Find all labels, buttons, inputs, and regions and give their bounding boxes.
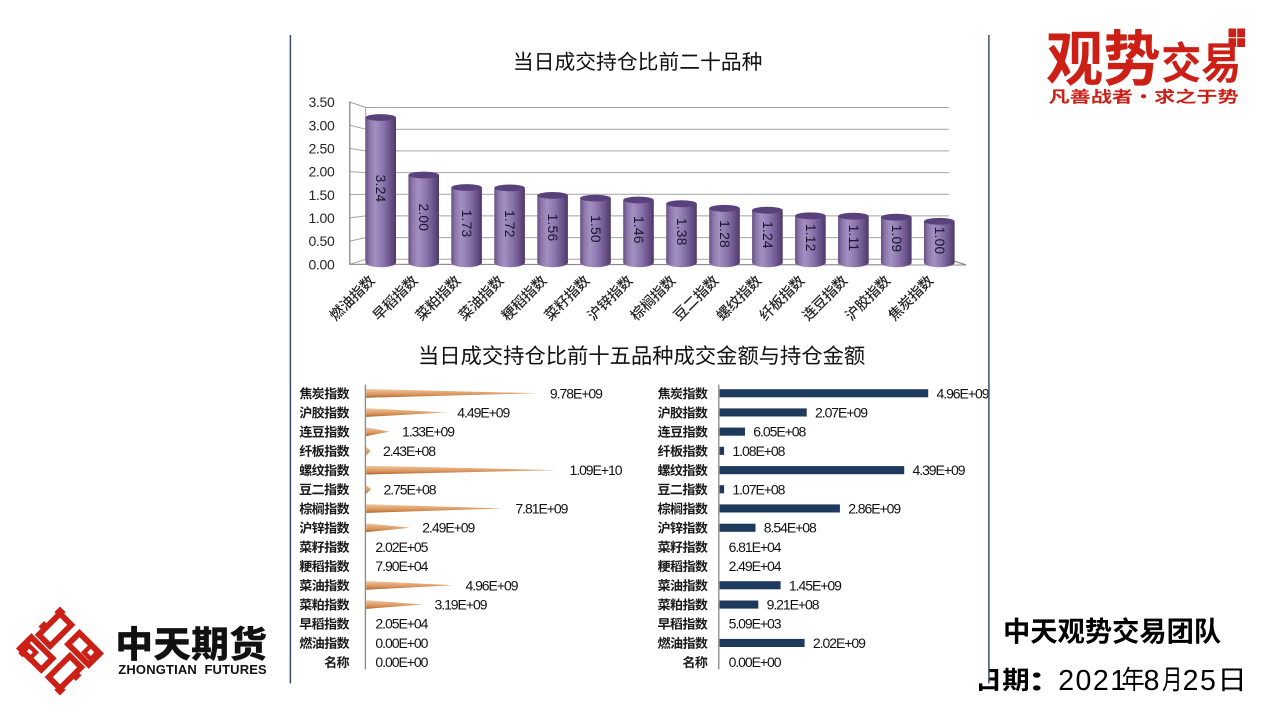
svg-text:0.00: 0.00 — [308, 256, 335, 272]
svg-text:2.49E+09: 2.49E+09 — [422, 520, 475, 536]
svg-text:2.02E+05: 2.02E+05 — [375, 539, 428, 555]
svg-text:1.38: 1.38 — [674, 218, 689, 246]
svg-text:2021: 2021 — [1058, 665, 1127, 697]
svg-text:1.11: 1.11 — [846, 225, 861, 252]
svg-text:0.00E+00: 0.00E+00 — [375, 635, 428, 651]
svg-text:3.50: 3.50 — [308, 94, 335, 110]
svg-text:1.00: 1.00 — [308, 210, 335, 226]
svg-text:6.81E+04: 6.81E+04 — [729, 539, 782, 555]
svg-text:2.75E+08: 2.75E+08 — [384, 481, 437, 497]
svg-text:1.45E+09: 1.45E+09 — [789, 577, 842, 593]
svg-text:1.08E+08: 1.08E+08 — [732, 443, 785, 459]
svg-text:3.19E+09: 3.19E+09 — [435, 597, 488, 613]
svg-text:0.00E+00: 0.00E+00 — [375, 654, 428, 670]
svg-text:3.00: 3.00 — [308, 117, 335, 133]
svg-text:4.96E+09: 4.96E+09 — [466, 577, 519, 593]
svg-text:1.50: 1.50 — [588, 215, 603, 243]
svg-text:1.72: 1.72 — [502, 210, 517, 238]
svg-text:1.24: 1.24 — [760, 221, 775, 249]
svg-text:8.54E+08: 8.54E+08 — [764, 520, 817, 536]
svg-text:2.00: 2.00 — [416, 203, 431, 231]
svg-text:2.86E+09: 2.86E+09 — [848, 501, 901, 517]
svg-text:1.07E+08: 1.07E+08 — [732, 481, 785, 497]
svg-text:25: 25 — [1183, 665, 1218, 697]
svg-text:3.24: 3.24 — [373, 175, 388, 203]
svg-text:1.09: 1.09 — [889, 225, 904, 253]
svg-text:7.90E+04: 7.90E+04 — [375, 558, 428, 574]
svg-text:1.56: 1.56 — [545, 214, 560, 242]
svg-text:2.49E+04: 2.49E+04 — [729, 558, 782, 574]
svg-text:7.81E+09: 7.81E+09 — [515, 501, 568, 517]
svg-text:6.05E+08: 6.05E+08 — [753, 424, 806, 440]
svg-text:1.46: 1.46 — [631, 216, 646, 244]
svg-text:2.07E+09: 2.07E+09 — [815, 405, 868, 421]
svg-text:2.00: 2.00 — [308, 164, 335, 180]
svg-text:9.78E+09: 9.78E+09 — [550, 385, 603, 401]
svg-text:1.50: 1.50 — [308, 187, 335, 203]
svg-text:0.00E+00: 0.00E+00 — [729, 654, 782, 670]
svg-text:1.12: 1.12 — [803, 224, 818, 252]
svg-text:2.05E+04: 2.05E+04 — [375, 616, 428, 632]
svg-text:1.09E+10: 1.09E+10 — [570, 462, 623, 478]
svg-text:4.96E+09: 4.96E+09 — [937, 385, 990, 401]
svg-text:2.02E+09: 2.02E+09 — [813, 635, 866, 651]
svg-text:9.21E+08: 9.21E+08 — [767, 597, 820, 613]
svg-text:1.73: 1.73 — [459, 210, 474, 238]
svg-text:0.50: 0.50 — [308, 233, 335, 249]
svg-text:4.49E+09: 4.49E+09 — [457, 405, 510, 421]
svg-text:4.39E+09: 4.39E+09 — [913, 462, 966, 478]
svg-text:2.43E+08: 2.43E+08 — [383, 443, 436, 459]
svg-text:ZHONGTIAN FUTURES: ZHONGTIAN FUTURES — [118, 662, 267, 677]
svg-text:2.50: 2.50 — [308, 141, 335, 157]
svg-text:1.33E+09: 1.33E+09 — [402, 424, 455, 440]
svg-text:1.28: 1.28 — [717, 220, 732, 248]
svg-text:5.09E+03: 5.09E+03 — [729, 616, 782, 632]
svg-text:1.00: 1.00 — [932, 227, 947, 255]
svg-text:8: 8 — [1144, 665, 1160, 697]
